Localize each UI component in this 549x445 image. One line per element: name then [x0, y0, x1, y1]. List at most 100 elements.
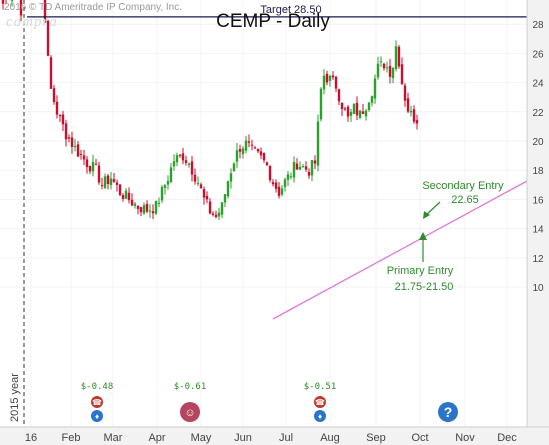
candle-body — [1, 0, 5, 4]
candle-body — [307, 171, 311, 176]
candle-body — [148, 210, 152, 212]
x-tick-label: Sep — [366, 432, 386, 444]
candle-body — [190, 161, 194, 175]
candle-body — [199, 184, 203, 189]
candle-body — [376, 63, 380, 78]
candle-body — [310, 160, 314, 176]
x-tick-label: Apr — [148, 432, 165, 444]
x-tick-label: Oct — [411, 432, 428, 444]
candle-body — [88, 166, 92, 172]
candle-body — [136, 206, 140, 209]
candle-body — [271, 182, 275, 185]
x-tick-label: Jun — [234, 432, 252, 444]
target-label: Target 28.50 — [260, 4, 321, 16]
candle-body — [292, 162, 296, 178]
secondary-entry-label: Secondary Entry — [422, 180, 504, 192]
candle-body — [61, 114, 65, 125]
earnings-announcement-glyph: ☺ — [184, 407, 195, 419]
candle-body — [175, 155, 179, 163]
earnings-announcement-icon — [180, 402, 200, 422]
candle-body — [109, 178, 113, 186]
candle-body — [10, 0, 14, 1]
candle-body — [277, 186, 281, 196]
y-tick-label: 30 — [532, 0, 544, 2]
candle-body — [244, 140, 248, 151]
x-axis: 16 Feb Mar Apr May Jun Jul Aug Sep Oct Nov Dec — [0, 426, 549, 445]
candle-body — [235, 150, 239, 162]
candle-body — [202, 189, 206, 198]
candle-body — [265, 162, 269, 166]
candle-body — [52, 88, 56, 103]
candle-body — [187, 163, 191, 165]
candle-body — [361, 111, 365, 114]
candle-body — [295, 163, 299, 170]
candle-body — [331, 75, 335, 78]
candle-body — [409, 110, 413, 113]
event-amount: $-0.51 — [304, 382, 337, 392]
candle-body — [400, 64, 404, 85]
candle-body — [73, 146, 77, 148]
candle-body — [346, 106, 350, 117]
dividend-icon-glyph: ☎ — [92, 398, 102, 407]
candle-body — [181, 153, 185, 161]
copyright-notice: 2016 © TD Ameritrade IP Company, Inc. — [4, 2, 183, 13]
dividend-icon — [91, 396, 103, 408]
event-amount: $-0.48 — [81, 382, 114, 392]
candle-body — [289, 176, 293, 178]
candle-body — [19, 0, 23, 16]
candle-body — [91, 161, 95, 172]
x-tick-label: Jul — [279, 432, 293, 444]
candle-body — [382, 63, 386, 69]
x-tick-label: Nov — [455, 432, 475, 444]
candle-body — [268, 165, 272, 181]
candle-body — [79, 154, 83, 156]
candle-body — [154, 201, 158, 214]
candle-body — [49, 57, 53, 89]
candle-body — [388, 65, 392, 77]
candle-body — [103, 176, 107, 188]
candle-body — [178, 154, 182, 156]
y-tick-label: 16 — [532, 195, 544, 206]
y-tick-label: 28 — [532, 20, 544, 31]
candle-body — [280, 188, 284, 195]
candle-body — [397, 46, 401, 67]
candle-body — [322, 75, 326, 90]
candle-body — [415, 120, 419, 124]
candle-body — [70, 137, 74, 147]
candle-body — [94, 163, 98, 165]
y-tick-label: 26 — [532, 49, 544, 60]
candle-body — [124, 190, 128, 199]
candle-body — [133, 203, 137, 206]
candle-body — [391, 67, 395, 79]
x-tick-label: Dec — [497, 432, 517, 444]
candle-body — [151, 211, 155, 214]
y-tick-label: 24 — [532, 79, 544, 90]
candle-body — [358, 110, 362, 118]
candle-body — [139, 207, 143, 213]
candle-body — [316, 121, 320, 166]
candle-body — [85, 159, 89, 168]
earnings-icon-glyph: ♦ — [318, 412, 322, 421]
candle-body — [118, 184, 122, 195]
x-tick-label: 16 — [25, 432, 37, 444]
candle-body — [169, 167, 173, 183]
candle-body — [226, 181, 230, 197]
y-axis-panel — [527, 0, 549, 427]
candle-body — [112, 179, 116, 182]
chart-title: CEMP - Daily — [216, 11, 330, 32]
candle-body — [145, 203, 149, 212]
candle-body — [193, 174, 197, 182]
candle-body — [274, 182, 278, 189]
candle-body — [100, 184, 104, 186]
primary-entry-label: Primary Entry — [387, 265, 454, 277]
candle-body — [196, 183, 200, 185]
candle-body — [298, 166, 302, 170]
event-amount: $-0.61 — [174, 382, 207, 392]
candle-body — [211, 213, 215, 215]
x-tick-label: Aug — [320, 432, 340, 444]
candle-body — [184, 160, 188, 163]
candle-body — [64, 123, 68, 140]
candle-body — [172, 161, 176, 167]
dividend-icon — [314, 396, 326, 408]
candle-body — [229, 173, 233, 182]
